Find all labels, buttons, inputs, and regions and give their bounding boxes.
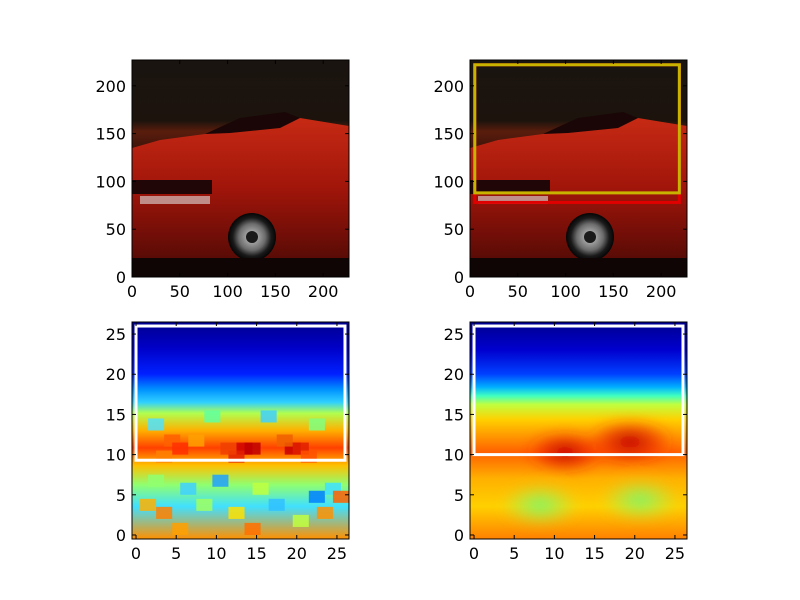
heatmap-cell — [308, 490, 325, 503]
y-tick-label: 5 — [116, 486, 126, 505]
heatmap-cell — [172, 442, 189, 455]
y-tick-label: 150 — [433, 125, 464, 144]
panel-image-with-boxes: 0 50 100 150 200 0 50 100 150 200 — [433, 59, 688, 301]
y-tick-label: 0 — [116, 526, 126, 545]
y-tick-label: 100 — [433, 172, 464, 191]
y-tick-label: 15 — [444, 405, 464, 424]
x-tick-label: 15 — [584, 544, 604, 563]
y-tick-label: 200 — [433, 77, 464, 96]
x-tick-label: 0 — [127, 282, 137, 301]
y-tick-label: 0 — [116, 268, 126, 287]
heatmap-cell — [244, 442, 261, 455]
plot-frame — [469, 59, 688, 278]
x-tick-label: 20 — [625, 544, 645, 563]
x-tick-label: 50 — [170, 282, 190, 301]
heatmap-cell — [260, 410, 277, 423]
panel-original-image: 0 50 100 150 200 0 50 100 150 200 — [95, 59, 350, 301]
x-tick-label: 25 — [327, 544, 347, 563]
x-tick-label: 5 — [171, 544, 181, 563]
y-tick-label: 200 — [95, 77, 126, 96]
y-tick-label: 25 — [444, 325, 464, 344]
heatmap-cell — [220, 442, 237, 455]
heatmap-cell — [196, 498, 213, 511]
heatmap-blocky — [132, 322, 349, 539]
y-tick-label: 25 — [106, 325, 126, 344]
x-tick-label: 50 — [508, 282, 528, 301]
heatmap-cell — [212, 474, 229, 487]
heatmap-cell — [148, 418, 165, 431]
heatmap-cell — [180, 482, 197, 495]
y-tick-label: 150 — [95, 125, 126, 144]
x-tick-label: 0 — [469, 544, 479, 563]
heatmap-cell — [172, 522, 189, 535]
heatmap-cell — [252, 482, 269, 495]
x-tick-label: 25 — [665, 544, 685, 563]
x-tick-label: 10 — [206, 544, 226, 563]
x-tick-label: 5 — [509, 544, 519, 563]
heatmap-cell — [308, 418, 325, 431]
bounding-box — [473, 63, 681, 195]
x-tick-label: 10 — [544, 544, 564, 563]
panel-heatmap-smooth: 0 5 10 15 20 25 0 5 10 15 20 25 — [444, 321, 688, 563]
y-tick-label: 0 — [454, 526, 464, 545]
plot-frame — [131, 59, 350, 278]
heatmap-cell — [244, 522, 261, 535]
car-photo — [132, 60, 349, 277]
heatmap-cell — [268, 498, 285, 511]
heatmap-cell — [148, 474, 165, 487]
plot-frame — [131, 321, 350, 540]
y-tick-label: 100 — [95, 172, 126, 191]
heatmap-cell — [156, 506, 173, 519]
heatmap-smooth — [470, 322, 687, 539]
plot-frame — [469, 321, 688, 540]
heatmap-cell — [228, 506, 245, 519]
y-tick-label: 0 — [454, 268, 464, 287]
heatmap-cell — [332, 490, 349, 503]
heatmap-cell — [140, 498, 157, 511]
y-tick-label: 5 — [454, 486, 464, 505]
y-tick-label: 10 — [106, 446, 126, 465]
heatmap-cell — [188, 434, 205, 447]
x-tick-label: 200 — [308, 282, 339, 301]
heatmap-cell — [292, 514, 309, 527]
x-tick-label: 0 — [465, 282, 475, 301]
y-tick-label: 20 — [444, 365, 464, 384]
x-tick-label: 100 — [550, 282, 581, 301]
y-tick-label: 10 — [444, 446, 464, 465]
x-tick-label: 20 — [287, 544, 307, 563]
car-photo — [470, 60, 687, 277]
x-tick-label: 15 — [246, 544, 266, 563]
y-tick-label: 50 — [106, 220, 126, 239]
x-tick-label: 200 — [646, 282, 677, 301]
y-tick-label: 15 — [106, 405, 126, 424]
y-tick-label: 50 — [444, 220, 464, 239]
x-tick-label: 0 — [131, 544, 141, 563]
y-tick-label: 20 — [106, 365, 126, 384]
bounding-box — [134, 324, 347, 462]
bounding-box — [472, 324, 685, 457]
x-tick-label: 150 — [260, 282, 291, 301]
heatmap-cell — [276, 434, 293, 447]
heatmap-cell — [316, 506, 333, 519]
x-tick-label: 100 — [212, 282, 243, 301]
panel-heatmap-blocky: 0 5 10 15 20 25 0 5 10 15 20 25 — [106, 321, 350, 563]
heatmap-cell — [204, 410, 221, 423]
x-tick-label: 150 — [598, 282, 629, 301]
